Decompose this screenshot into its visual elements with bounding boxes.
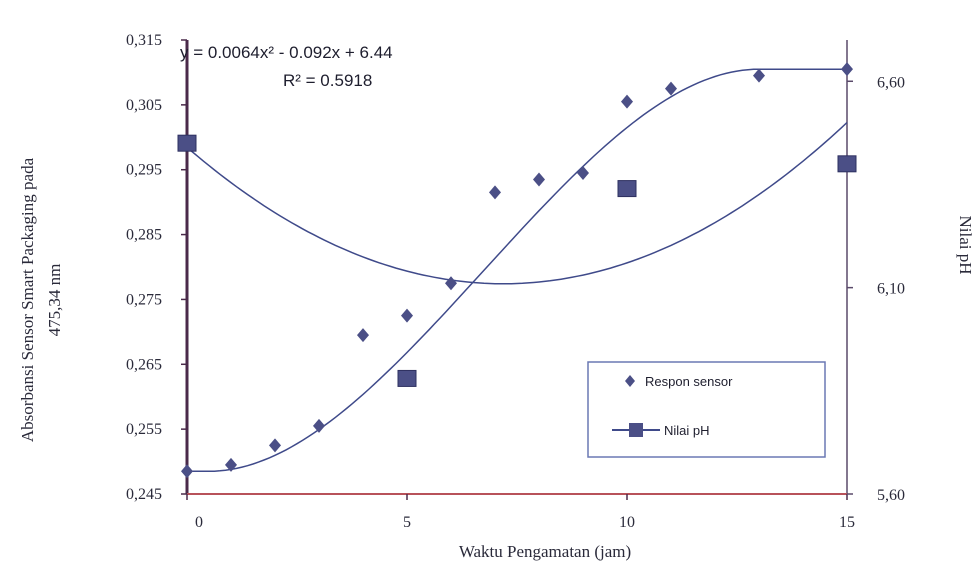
respon-sensor-trendline xyxy=(187,68,847,473)
respon-sensor-point xyxy=(841,62,853,77)
nilai-ph-point xyxy=(397,369,417,387)
right-y-axis-ticks: 5,60 6,10 6,60 xyxy=(847,74,905,504)
left-y-tick-label: 0,295 xyxy=(126,162,162,179)
right-y-tick-label: 6,60 xyxy=(877,74,905,91)
respon-sensor-point xyxy=(489,185,501,200)
left-y-tick-label: 0,315 xyxy=(126,32,162,49)
x-tick-label: 15 xyxy=(839,514,855,531)
respon-sensor-point xyxy=(533,172,545,187)
legend-diamond-icon xyxy=(625,375,635,387)
left-y-axis-title-line2: 475,34 nm xyxy=(45,264,64,337)
r-squared: R² = 0.5918 xyxy=(283,71,372,90)
x-axis-ticks: 0 5 10 15 xyxy=(186,494,855,531)
left-y-axis-title-line1: Absorbansi Sensor Smart Packaging pada xyxy=(18,157,37,442)
right-y-tick-label: 6,10 xyxy=(877,281,905,298)
respon-sensor-point xyxy=(357,328,369,343)
trend-equation: y = 0.0064x² - 0.092x + 6.44 xyxy=(180,43,393,62)
x-tick-label: 10 xyxy=(619,514,635,531)
left-y-tick-label: 0,285 xyxy=(126,227,162,244)
respon-sensor-point xyxy=(445,276,457,291)
x-tick-label: 0 xyxy=(195,514,203,531)
legend-square-icon xyxy=(629,423,643,437)
respon-sensor-point xyxy=(269,438,281,453)
respon-sensor-point xyxy=(225,457,237,472)
right-y-tick-label: 5,60 xyxy=(877,487,905,504)
respon-sensor-point xyxy=(577,165,589,180)
left-y-tick-label: 0,265 xyxy=(126,356,162,373)
x-tick-label: 5 xyxy=(403,514,411,531)
legend-label-respon-sensor: Respon sensor xyxy=(645,374,733,389)
data-points xyxy=(177,62,857,479)
left-y-tick-label: 0,305 xyxy=(126,97,162,114)
right-y-axis-title: Nilai pH xyxy=(956,215,975,274)
respon-sensor-point xyxy=(313,418,325,433)
respon-sensor-point xyxy=(401,308,413,323)
nilai-ph-point xyxy=(617,180,637,198)
nilai-ph-point xyxy=(837,155,857,173)
nilai-ph-point xyxy=(177,134,197,152)
left-y-tick-label: 0,275 xyxy=(126,291,162,308)
left-y-tick-label: 0,245 xyxy=(126,486,162,503)
x-axis-title: Waktu Pengamatan (jam) xyxy=(459,542,631,561)
legend: Respon sensor Nilai pH xyxy=(587,361,826,458)
left-y-tick-label: 0,255 xyxy=(126,421,162,438)
respon-sensor-point xyxy=(753,68,765,83)
respon-sensor-point xyxy=(181,464,193,479)
left-y-axis-ticks: 0,245 0,255 0,265 0,275 0,285 0,295 0,305 0,315 xyxy=(126,32,187,503)
legend-label-nilai-ph: Nilai pH xyxy=(664,423,710,438)
respon-sensor-point xyxy=(665,81,677,96)
nilai-ph-trendline xyxy=(186,121,848,285)
respon-sensor-point xyxy=(621,94,633,109)
